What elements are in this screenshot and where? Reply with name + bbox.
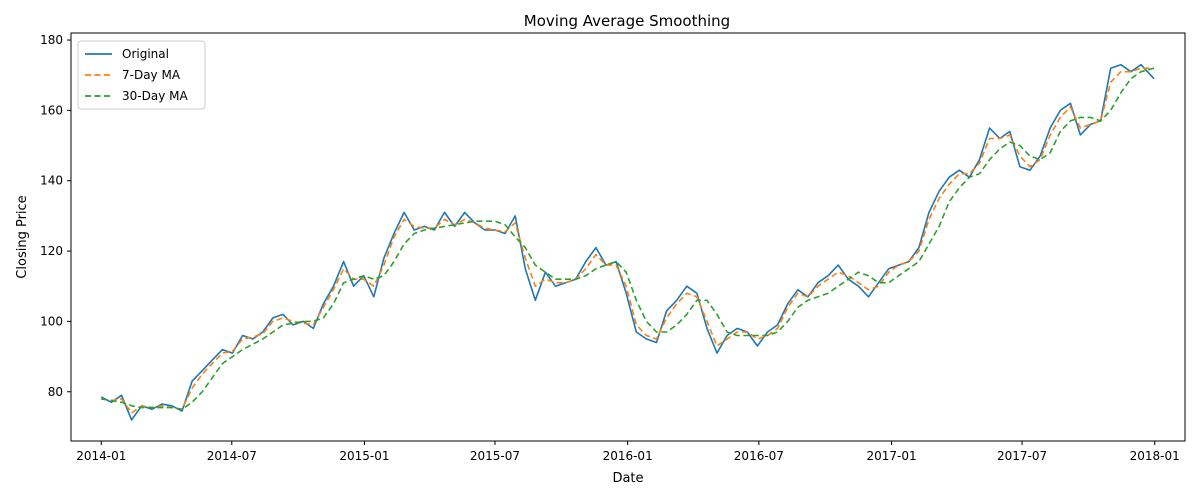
x-tick-label: 2015-07 bbox=[470, 449, 520, 463]
x-tick-label: 2014-07 bbox=[207, 449, 257, 463]
x-tick-label: 2016-01 bbox=[603, 449, 653, 463]
legend-label: 30-Day MA bbox=[122, 89, 188, 103]
y-axis: 80 100 120 140 160 180 bbox=[40, 33, 71, 399]
y-tick-label: 160 bbox=[40, 103, 63, 117]
y-tick-label: 80 bbox=[48, 385, 63, 399]
x-axis: 2014-01 2014-07 2015-01 2015-07 2016-01 2016-… bbox=[76, 441, 1180, 463]
legend: Original 7-Day MA 30-Day MA bbox=[78, 41, 205, 109]
series-line-1 bbox=[101, 65, 1154, 420]
x-axis-label: Date bbox=[612, 471, 643, 486]
plot-frame bbox=[71, 33, 1185, 441]
x-tick-label: 2018-01 bbox=[1130, 449, 1180, 463]
y-tick-label: 100 bbox=[40, 314, 63, 328]
y-tick-label: 120 bbox=[40, 244, 63, 258]
series-line-3 bbox=[101, 68, 1154, 409]
x-tick-label: 2014-01 bbox=[76, 449, 126, 463]
x-tick-label: 2016-07 bbox=[734, 449, 784, 463]
y-axis-label: Closing Price bbox=[15, 195, 30, 278]
series-layer bbox=[101, 65, 1154, 420]
x-tick-label: 2017-07 bbox=[997, 449, 1047, 463]
y-tick-label: 140 bbox=[40, 174, 63, 188]
y-tick-label: 180 bbox=[40, 33, 63, 47]
x-tick-label: 2017-01 bbox=[866, 449, 916, 463]
legend-label: Original bbox=[122, 47, 169, 61]
series-line-2 bbox=[101, 68, 1154, 413]
x-tick-label: 2015-01 bbox=[339, 449, 389, 463]
chart-title: Moving Average Smoothing bbox=[524, 12, 730, 30]
legend-label: 7-Day MA bbox=[122, 68, 181, 82]
